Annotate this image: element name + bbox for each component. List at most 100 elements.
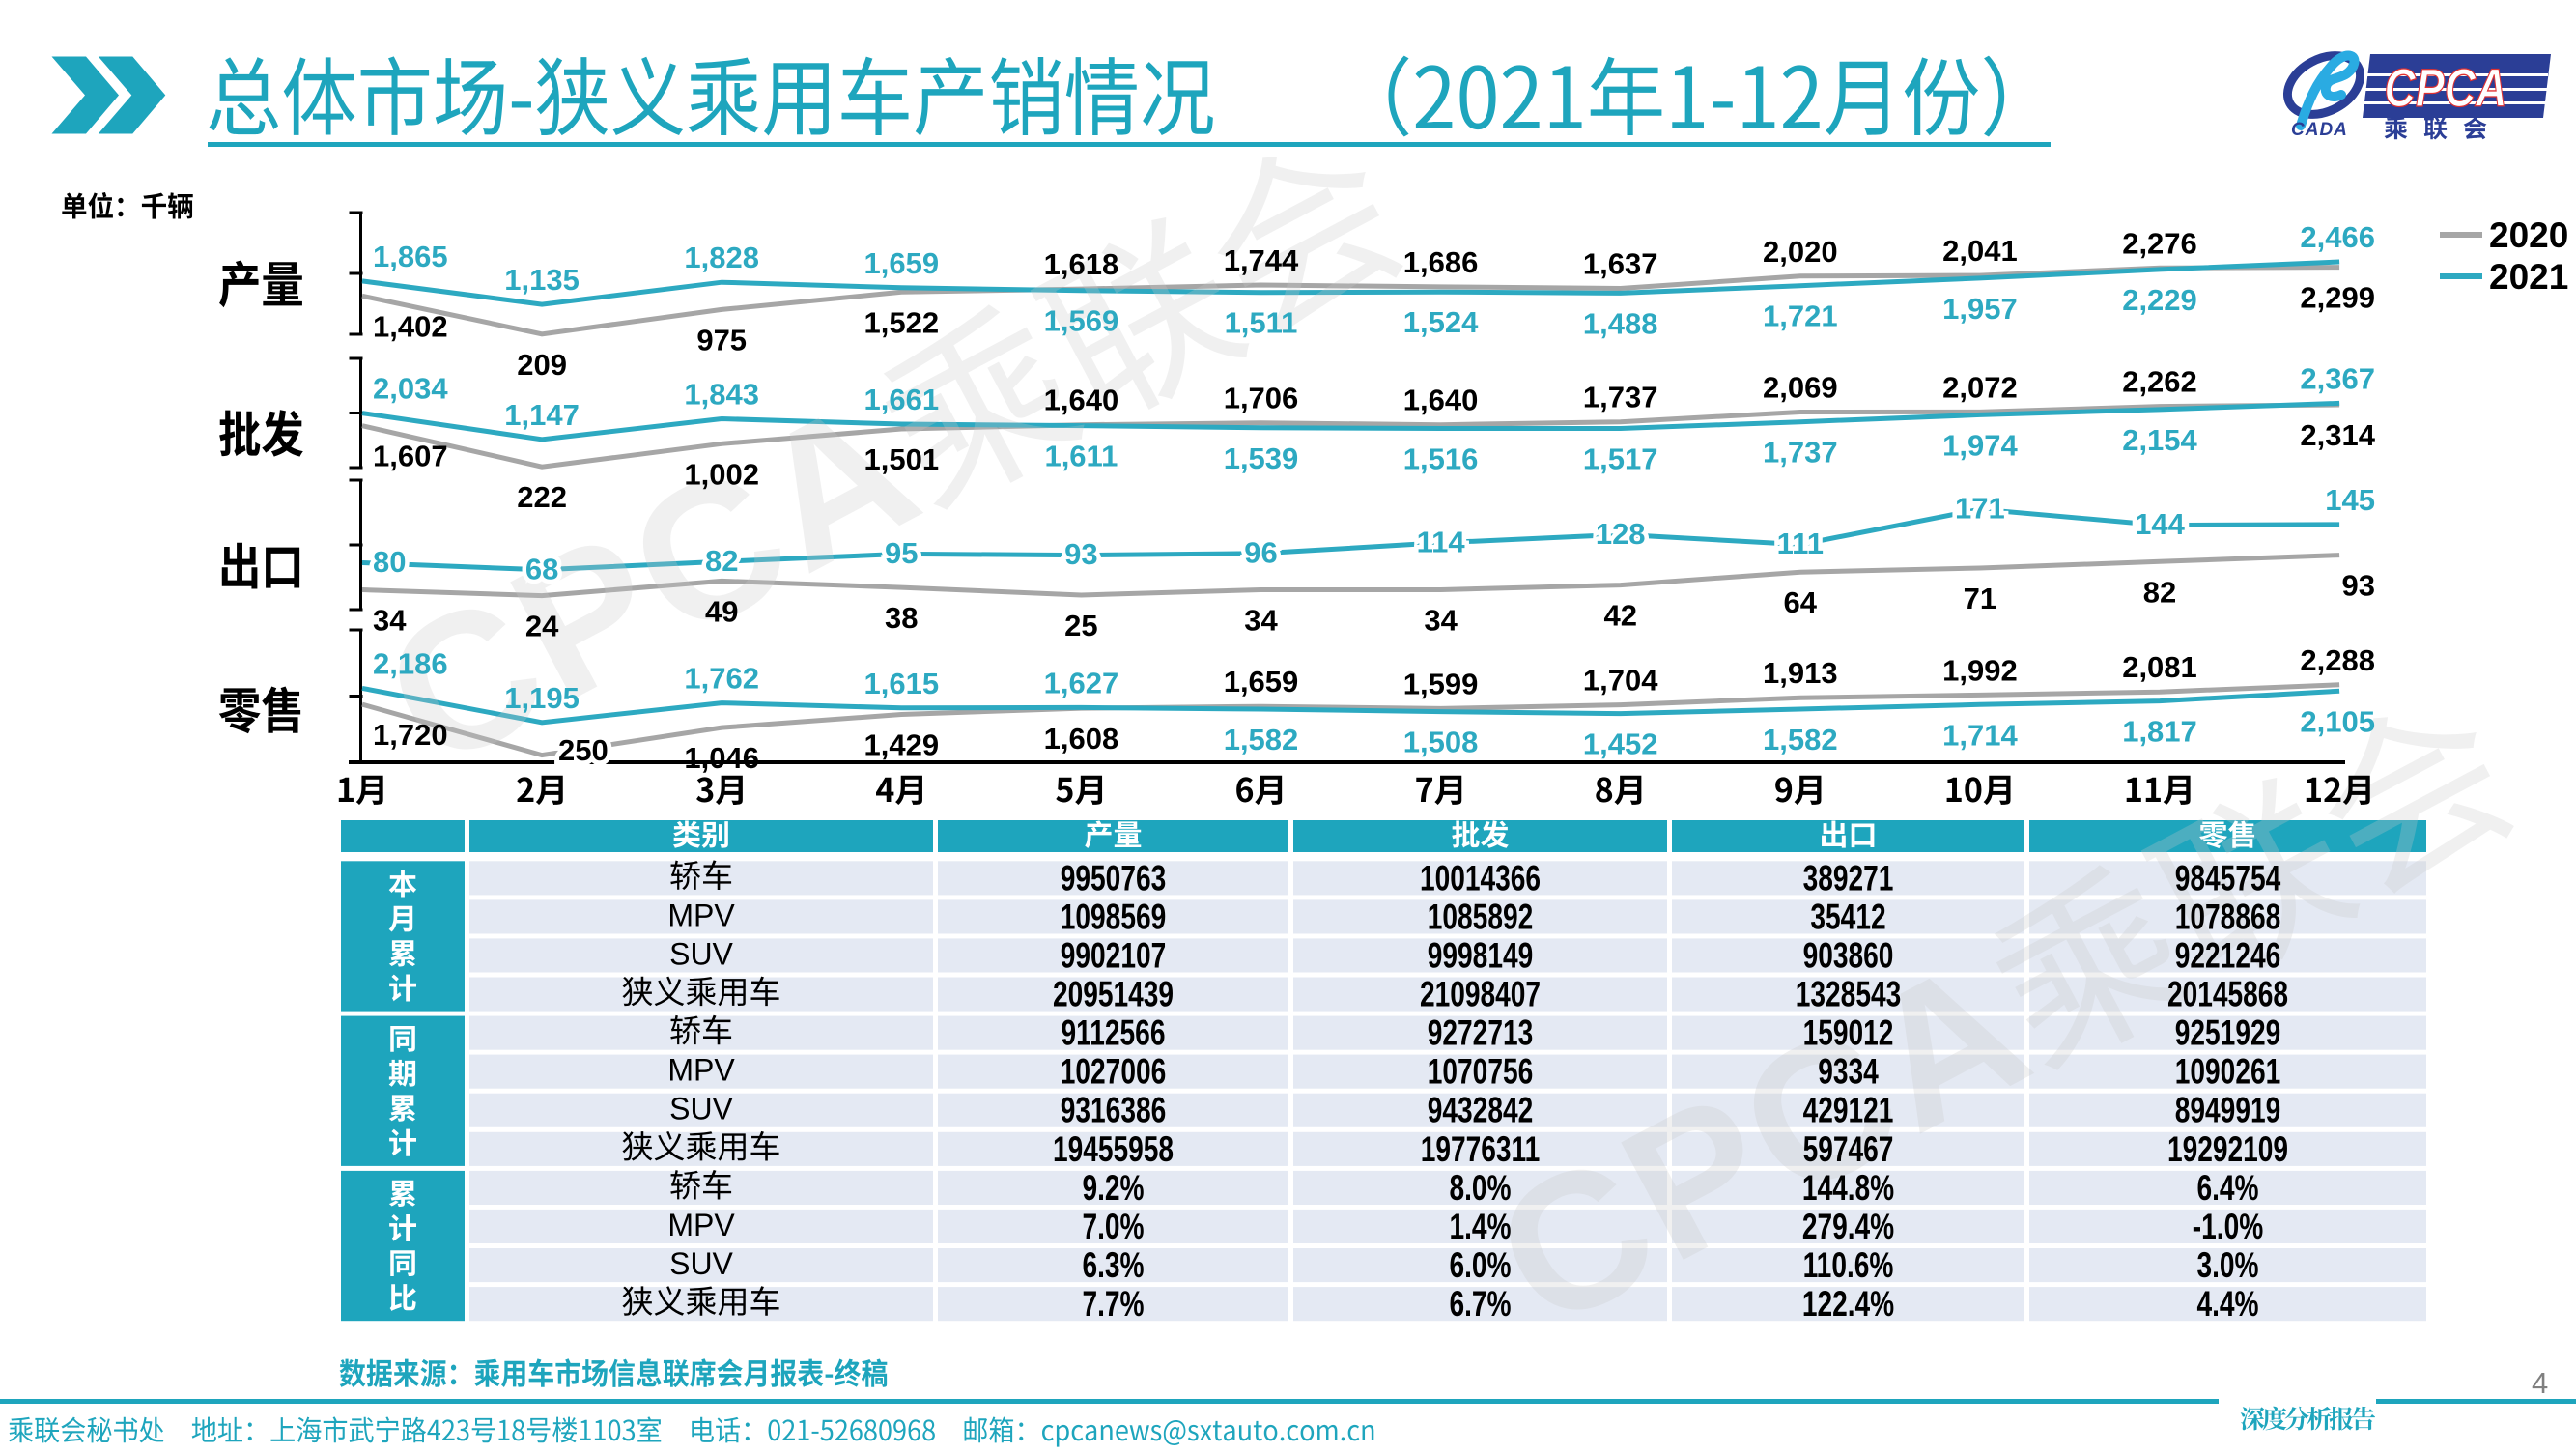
svg-text:144.8%: 144.8% bbox=[1802, 1167, 1894, 1208]
svg-text:1,640: 1,640 bbox=[1044, 384, 1119, 417]
svg-text:1,992: 1,992 bbox=[1942, 653, 2018, 687]
svg-text:111: 111 bbox=[1777, 527, 1824, 560]
svg-text:SUV: SUV bbox=[669, 1092, 733, 1126]
svg-text:95: 95 bbox=[885, 536, 918, 570]
svg-text:19455958: 19455958 bbox=[1053, 1128, 1174, 1169]
svg-text:24: 24 bbox=[525, 610, 559, 643]
svg-text:144: 144 bbox=[2135, 507, 2185, 541]
svg-text:9998149: 9998149 bbox=[1428, 935, 1533, 976]
svg-text:1,744: 1,744 bbox=[1224, 243, 1299, 277]
svg-text:1,524: 1,524 bbox=[1403, 305, 1479, 339]
svg-text:93: 93 bbox=[1064, 537, 1097, 571]
svg-text:38: 38 bbox=[885, 601, 918, 635]
svg-text:1,511: 1,511 bbox=[1225, 306, 1298, 340]
svg-text:1078868: 1078868 bbox=[2175, 897, 2280, 937]
svg-text:1,865: 1,865 bbox=[373, 240, 448, 273]
svg-text:1,627: 1,627 bbox=[1044, 666, 1119, 699]
svg-text:2,081: 2,081 bbox=[2122, 650, 2197, 684]
svg-text:35412: 35412 bbox=[1810, 897, 1885, 937]
svg-text:1,452: 1,452 bbox=[1583, 727, 1658, 761]
svg-text:1,615: 1,615 bbox=[864, 667, 940, 700]
svg-text:279.4%: 279.4% bbox=[1802, 1206, 1894, 1246]
svg-text:9316386: 9316386 bbox=[1061, 1090, 1166, 1130]
svg-text:1,817: 1,817 bbox=[2122, 715, 2197, 749]
svg-text:1,599: 1,599 bbox=[1403, 667, 1479, 700]
svg-text:9112566: 9112566 bbox=[1062, 1012, 1166, 1053]
svg-text:1,402: 1,402 bbox=[373, 309, 448, 343]
svg-text:1,720: 1,720 bbox=[373, 718, 448, 752]
svg-text:19292109: 19292109 bbox=[2167, 1128, 2288, 1169]
svg-text:1,721: 1,721 bbox=[1763, 299, 1838, 333]
svg-text:1,737: 1,737 bbox=[1583, 381, 1658, 414]
svg-text:1,640: 1,640 bbox=[1403, 384, 1479, 417]
svg-text:8.0%: 8.0% bbox=[1449, 1167, 1511, 1208]
svg-text:1,569: 1,569 bbox=[1044, 304, 1119, 338]
svg-text:49: 49 bbox=[705, 594, 738, 628]
svg-text:1,611: 1,611 bbox=[1044, 440, 1118, 473]
svg-text:1,618: 1,618 bbox=[1044, 247, 1119, 281]
svg-text:7.7%: 7.7% bbox=[1082, 1283, 1144, 1324]
svg-text:1,974: 1,974 bbox=[1942, 428, 2018, 462]
svg-text:9251929: 9251929 bbox=[2175, 1012, 2280, 1053]
svg-text:2,299: 2,299 bbox=[2300, 281, 2375, 315]
svg-text:2,314: 2,314 bbox=[2300, 418, 2375, 452]
svg-text:34: 34 bbox=[1244, 604, 1278, 638]
svg-text:1,002: 1,002 bbox=[684, 457, 759, 491]
svg-text:9221246: 9221246 bbox=[2175, 935, 2280, 976]
svg-text:2,229: 2,229 bbox=[2122, 283, 2197, 317]
svg-text:9432842: 9432842 bbox=[1428, 1090, 1533, 1130]
svg-text:429121: 429121 bbox=[1803, 1090, 1894, 1130]
svg-text:159012: 159012 bbox=[1803, 1012, 1894, 1053]
svg-text:1,706: 1,706 bbox=[1224, 382, 1299, 415]
svg-text:1,661: 1,661 bbox=[864, 383, 940, 416]
svg-text:2,034: 2,034 bbox=[373, 372, 448, 406]
svg-text:1,135: 1,135 bbox=[504, 263, 580, 297]
svg-text:1,522: 1,522 bbox=[864, 305, 940, 339]
svg-text:2,276: 2,276 bbox=[2122, 226, 2197, 260]
svg-text:80: 80 bbox=[373, 545, 406, 579]
svg-text:2,262: 2,262 bbox=[2122, 365, 2197, 399]
svg-text:1,516: 1,516 bbox=[1403, 442, 1479, 476]
svg-text:1,843: 1,843 bbox=[684, 378, 759, 412]
svg-text:222: 222 bbox=[517, 480, 567, 514]
svg-text:903860: 903860 bbox=[1803, 935, 1894, 976]
svg-text:2,069: 2,069 bbox=[1763, 371, 1838, 405]
svg-text:2,020: 2,020 bbox=[1763, 235, 1838, 269]
svg-text:SUV: SUV bbox=[669, 1246, 733, 1281]
svg-text:975: 975 bbox=[696, 323, 747, 356]
svg-text:1070756: 1070756 bbox=[1428, 1051, 1533, 1092]
svg-text:2,288: 2,288 bbox=[2300, 643, 2375, 677]
svg-text:1,517: 1,517 bbox=[1583, 442, 1658, 476]
svg-text:4.4%: 4.4% bbox=[2196, 1283, 2258, 1324]
svg-text:1,737: 1,737 bbox=[1763, 436, 1838, 470]
svg-text:96: 96 bbox=[1244, 535, 1277, 569]
svg-text:1,608: 1,608 bbox=[1044, 722, 1119, 756]
svg-text:82: 82 bbox=[2143, 575, 2176, 609]
svg-text:9950763: 9950763 bbox=[1061, 858, 1166, 898]
svg-text:1,637: 1,637 bbox=[1583, 247, 1658, 281]
svg-text:110.6%: 110.6% bbox=[1803, 1244, 1894, 1285]
svg-text:MPV: MPV bbox=[667, 1208, 735, 1242]
svg-text:1,046: 1,046 bbox=[684, 741, 759, 775]
svg-text:MPV: MPV bbox=[667, 898, 735, 932]
svg-text:2020: 2020 bbox=[2489, 215, 2568, 255]
svg-text:1,607: 1,607 bbox=[373, 440, 448, 473]
svg-text:3.0%: 3.0% bbox=[2196, 1244, 2258, 1285]
svg-text:1027006: 1027006 bbox=[1061, 1051, 1166, 1092]
svg-text:1,539: 1,539 bbox=[1224, 442, 1299, 475]
svg-text:1,704: 1,704 bbox=[1583, 664, 1658, 698]
svg-text:SUV: SUV bbox=[669, 936, 733, 971]
svg-text:1085892: 1085892 bbox=[1428, 897, 1533, 937]
svg-text:145: 145 bbox=[2325, 483, 2375, 517]
svg-text:1,913: 1,913 bbox=[1763, 656, 1838, 690]
svg-text:1,488: 1,488 bbox=[1583, 306, 1658, 340]
svg-text:1,659: 1,659 bbox=[1224, 665, 1299, 698]
svg-text:20145868: 20145868 bbox=[2167, 974, 2288, 1014]
svg-text:71: 71 bbox=[1964, 582, 1996, 615]
svg-text:1,957: 1,957 bbox=[1942, 292, 2018, 326]
svg-text:1,659: 1,659 bbox=[864, 246, 940, 280]
svg-text:10014366: 10014366 bbox=[1420, 858, 1541, 898]
svg-text:2,105: 2,105 bbox=[2300, 704, 2375, 738]
svg-text:1,147: 1,147 bbox=[504, 398, 580, 432]
svg-text:171: 171 bbox=[1955, 492, 2005, 526]
